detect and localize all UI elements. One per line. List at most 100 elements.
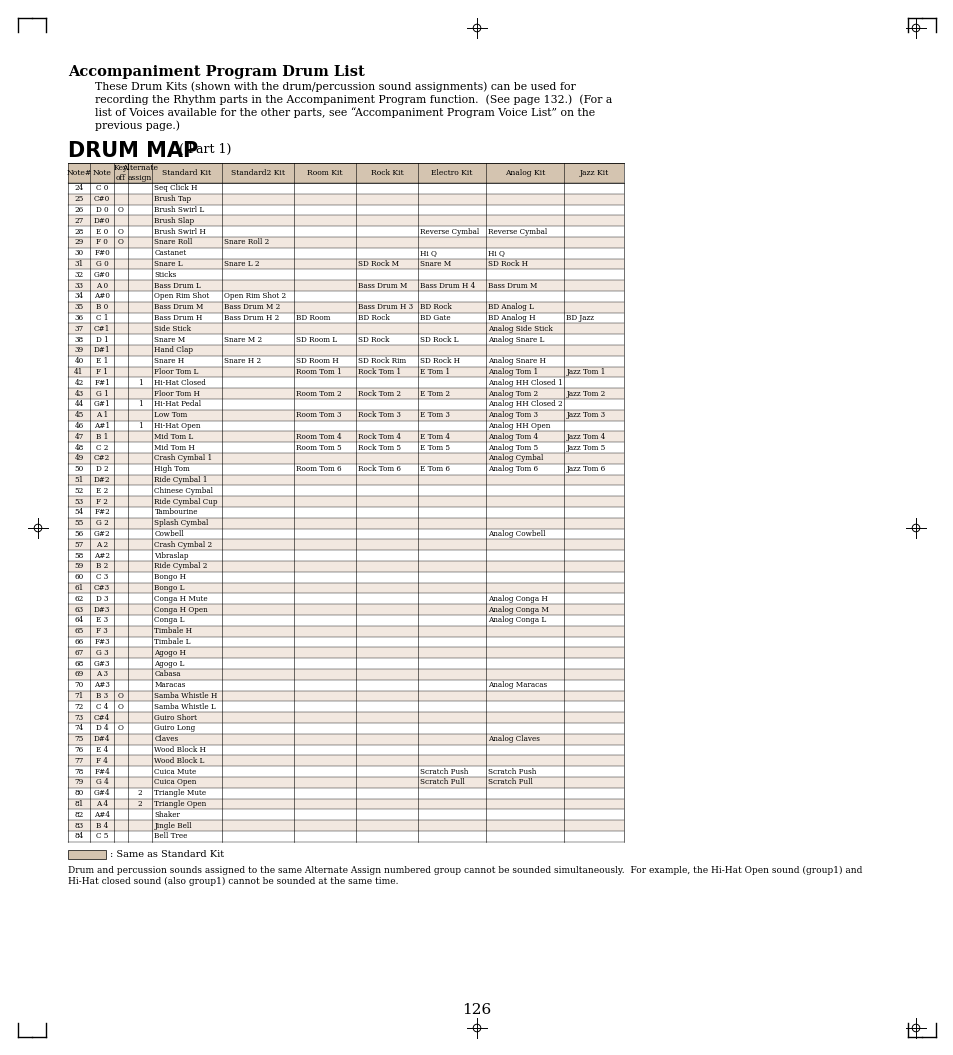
Text: SD Rock M: SD Rock M — [358, 260, 399, 268]
Text: 64: 64 — [74, 616, 84, 625]
Bar — [68, 723, 623, 734]
Bar — [68, 702, 623, 712]
Text: E Tom 1: E Tom 1 — [420, 368, 450, 376]
Text: B 0: B 0 — [95, 303, 108, 311]
Text: Room Tom 6: Room Tom 6 — [296, 465, 342, 474]
Text: Timbale L: Timbale L — [154, 638, 191, 646]
Text: 75: 75 — [74, 735, 84, 743]
Text: F 0: F 0 — [96, 238, 108, 247]
Text: Crash Cymbal 2: Crash Cymbal 2 — [154, 541, 213, 549]
Text: Shaker: Shaker — [154, 811, 180, 819]
Text: Standard Kit: Standard Kit — [162, 169, 212, 177]
Text: Side Stick: Side Stick — [154, 325, 192, 332]
Bar — [68, 366, 623, 378]
Text: Wood Block L: Wood Block L — [154, 756, 205, 765]
Text: 73: 73 — [74, 713, 84, 722]
Text: recording the Rhythm parts in the Accompaniment Program function.  (See page 132: recording the Rhythm parts in the Accomp… — [95, 94, 612, 104]
Text: 30: 30 — [74, 249, 84, 257]
Text: D 4: D 4 — [95, 725, 109, 732]
Text: 60: 60 — [74, 573, 84, 581]
Text: Room Kit: Room Kit — [307, 169, 342, 177]
Text: BD Rock: BD Rock — [420, 303, 452, 311]
Text: DRUM MAP: DRUM MAP — [68, 141, 198, 161]
Text: Crash Cymbal 1: Crash Cymbal 1 — [154, 455, 213, 462]
Text: D#1: D#1 — [93, 346, 111, 354]
Text: F 3: F 3 — [96, 628, 108, 635]
Text: Bass Drum L: Bass Drum L — [154, 282, 201, 290]
Text: 72: 72 — [74, 703, 84, 711]
Text: G#1: G#1 — [93, 401, 111, 408]
Text: Hi-Hat Closed: Hi-Hat Closed — [154, 379, 206, 387]
Text: G 3: G 3 — [95, 649, 109, 657]
Text: Note: Note — [92, 169, 112, 177]
Text: 38: 38 — [74, 335, 84, 344]
Text: Brush Tap: Brush Tap — [154, 195, 192, 204]
Text: SD Room L: SD Room L — [296, 335, 337, 344]
Text: B 2: B 2 — [95, 562, 108, 571]
Text: Analog Tom 2: Analog Tom 2 — [488, 389, 538, 398]
Bar — [68, 215, 623, 226]
Text: D#0: D#0 — [93, 216, 111, 225]
Text: Triangle Open: Triangle Open — [154, 800, 207, 808]
Text: 53: 53 — [74, 498, 84, 505]
Bar — [68, 269, 623, 281]
Text: 55: 55 — [74, 519, 84, 528]
Text: Analog Tom 6: Analog Tom 6 — [488, 465, 538, 474]
Text: BD Analog L: BD Analog L — [488, 303, 534, 311]
Text: 27: 27 — [74, 216, 84, 225]
Text: Jazz Tom 5: Jazz Tom 5 — [566, 443, 605, 452]
Text: Conga H Open: Conga H Open — [154, 606, 208, 614]
Text: G 4: G 4 — [95, 779, 109, 786]
Text: 46: 46 — [74, 422, 84, 430]
Text: 50: 50 — [74, 465, 84, 474]
Bar — [68, 572, 623, 582]
Text: Snare H: Snare H — [154, 358, 185, 365]
Text: 43: 43 — [74, 389, 84, 398]
Text: 62: 62 — [74, 595, 84, 602]
Text: A#0: A#0 — [94, 292, 110, 301]
Text: BD Analog H: BD Analog H — [488, 314, 536, 322]
Text: Agogo L: Agogo L — [154, 659, 185, 668]
Text: 58: 58 — [74, 552, 84, 559]
Text: Sticks: Sticks — [154, 271, 176, 279]
Text: C 0: C 0 — [95, 185, 108, 192]
Text: F 1: F 1 — [96, 368, 108, 376]
Text: 40: 40 — [74, 358, 84, 365]
Text: G 0: G 0 — [95, 260, 109, 268]
Text: 32: 32 — [74, 271, 84, 279]
Text: Scratch Push: Scratch Push — [420, 768, 468, 775]
Text: E Tom 5: E Tom 5 — [420, 443, 450, 452]
Text: SD Rock L: SD Rock L — [420, 335, 458, 344]
Text: A 0: A 0 — [96, 282, 108, 290]
Text: 39: 39 — [74, 346, 84, 354]
Bar — [68, 648, 623, 658]
Text: O: O — [118, 238, 124, 247]
Text: 2: 2 — [137, 800, 142, 808]
Text: Samba Whistle H: Samba Whistle H — [154, 692, 217, 701]
Bar — [68, 496, 623, 507]
Bar — [68, 324, 623, 334]
Text: Brush Swirl L: Brush Swirl L — [154, 206, 205, 214]
Text: 41: 41 — [74, 368, 84, 376]
Bar — [68, 561, 623, 572]
Text: Analog Cymbal: Analog Cymbal — [488, 455, 543, 462]
Bar — [68, 475, 623, 485]
Text: Jazz Tom 6: Jazz Tom 6 — [566, 465, 605, 474]
Bar — [68, 302, 623, 312]
Text: C#0: C#0 — [93, 195, 110, 204]
Text: Cuica Mute: Cuica Mute — [154, 768, 196, 775]
Text: 52: 52 — [74, 486, 84, 495]
Text: 79: 79 — [74, 779, 84, 786]
Bar — [68, 258, 623, 269]
Text: Rock Kit: Rock Kit — [371, 169, 403, 177]
Text: O: O — [118, 206, 124, 214]
Text: Open Rim Shot 2: Open Rim Shot 2 — [224, 292, 286, 301]
Text: Jazz Tom 3: Jazz Tom 3 — [566, 411, 605, 419]
Text: Bass Drum H 3: Bass Drum H 3 — [358, 303, 414, 311]
Text: Ride Cymbal 1: Ride Cymbal 1 — [154, 476, 208, 484]
Text: Bass Drum M: Bass Drum M — [488, 282, 537, 290]
Text: Analog HH Open: Analog HH Open — [488, 422, 550, 430]
Bar — [68, 453, 623, 464]
Text: 74: 74 — [74, 725, 84, 732]
Text: D#2: D#2 — [93, 476, 111, 484]
